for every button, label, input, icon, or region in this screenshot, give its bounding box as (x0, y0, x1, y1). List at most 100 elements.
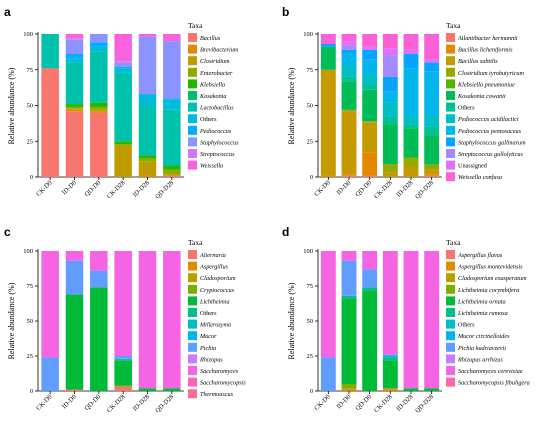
legend-swatch (188, 102, 197, 112)
legend-swatch (446, 308, 455, 317)
legend-label: Clostridium tyrobutyricum (458, 70, 524, 77)
bar-segment (341, 109, 357, 112)
bar-segment (424, 165, 440, 170)
bar-segment (65, 54, 84, 59)
bar-segment (65, 62, 84, 105)
legend-swatch (446, 137, 455, 147)
bar-segment (424, 59, 440, 63)
bar-segment (65, 109, 84, 112)
legend-swatch (188, 261, 197, 271)
bar-segment (362, 290, 378, 391)
bar-segment (341, 111, 357, 175)
legend-swatch (446, 261, 455, 271)
legend-label: Alternaria (199, 252, 226, 259)
legend-swatch (446, 44, 455, 54)
bar-segment (403, 158, 419, 167)
panel-letter: a (4, 5, 11, 19)
bar-segment (65, 108, 84, 110)
legend-swatch (188, 125, 197, 135)
legend-swatch (446, 79, 455, 89)
bar-segment (403, 124, 419, 129)
bar-segment (65, 294, 84, 390)
bar-segment (163, 41, 181, 99)
y-tick-label: 100 (23, 31, 33, 38)
y-tick-label: 75 (307, 283, 314, 290)
bar-segment (424, 251, 440, 389)
legend-swatch (446, 331, 455, 341)
x-tick-label: CK-D28 (106, 179, 127, 200)
bar-segment (424, 62, 440, 72)
bar-segment (114, 145, 132, 177)
bar-segment (320, 251, 336, 358)
bar-segment (362, 59, 378, 75)
bar-segment (41, 357, 59, 391)
x-tick-label: QD-D28 (414, 179, 435, 200)
bar-segment (362, 34, 378, 47)
bar-segment (382, 91, 398, 103)
bar-segment (163, 34, 181, 42)
legend-label: Mucor circinelloides (457, 333, 510, 340)
bar-segment (90, 34, 108, 43)
x-tick-label: CK-D0 (313, 393, 331, 411)
bar-segment (65, 111, 84, 177)
bar-segment (382, 172, 398, 177)
legend-swatch (446, 67, 455, 77)
bar-segment (320, 46, 336, 70)
bar-segment (382, 116, 398, 125)
legend-swatch (188, 160, 197, 170)
legend-label: Saccharomyces cerevisiae (458, 368, 523, 375)
legend-swatch (446, 377, 455, 387)
legend-label: Pediococcus acidilactici (457, 116, 519, 123)
legend-title: Taxa (446, 21, 461, 30)
legend-label: Klebsiella pneumoniae (457, 81, 515, 88)
legend-swatch (446, 102, 455, 112)
panel-letter: c (4, 225, 11, 239)
bar-segment (382, 388, 398, 390)
bar-segment (65, 39, 84, 55)
legend-label: Others (200, 310, 217, 317)
bar-segment (138, 161, 157, 176)
bar-segment (382, 34, 398, 49)
legend-label: Weissella (200, 163, 223, 170)
legend-label: Streptococcus gallolyticus (458, 151, 523, 158)
bar-segment (90, 251, 108, 271)
legend-label: Pichia kudriavzevii (457, 345, 506, 352)
bar-segment (114, 356, 132, 359)
x-tick-label: CK-D0 (35, 179, 53, 197)
legend-label: Klebsiella (199, 81, 225, 88)
x-tick-label: ID-D0 (335, 179, 352, 196)
x-tick-label: QD-D28 (414, 393, 435, 414)
legend-swatch (188, 79, 197, 89)
bar-segment (138, 105, 157, 156)
bar-segment (424, 126, 440, 136)
bar-segment (65, 34, 84, 39)
bar-segment (362, 175, 378, 177)
legend-label: Brevibacterium (200, 47, 239, 54)
legend-label: Pediococcus (199, 128, 232, 135)
bar-segment (341, 175, 357, 177)
legend-label: Kosakonia (199, 93, 226, 100)
bar-segment (341, 54, 357, 66)
legend-label: Clostridium (200, 58, 230, 65)
bar-segment (403, 54, 419, 69)
bar-segment (114, 358, 132, 361)
legend-swatch (188, 149, 197, 158)
legend-label: Aspergillus montevidensis (457, 264, 523, 271)
bar-segment (424, 115, 440, 127)
panel-c: c Relative abundance (%) 0 25 50 75 100 CK-D0 ID… (4, 225, 246, 415)
bar-segment (114, 68, 132, 73)
bar-segment (424, 175, 440, 177)
bar-segment (138, 175, 157, 177)
legend-swatch (188, 284, 197, 294)
bar-segment (382, 124, 398, 165)
y-axis-label: Relative abundance (%) (287, 67, 296, 144)
legend-label: Lichtheimia ornata (457, 298, 506, 305)
x-tick-label: CK-D0 (35, 393, 53, 411)
legend-swatch (188, 114, 197, 124)
bar-segment (90, 270, 108, 288)
bar-segment (320, 357, 336, 391)
bar-segment (163, 165, 181, 170)
bar-segment (403, 251, 419, 389)
legend-title: Taxa (446, 238, 461, 247)
